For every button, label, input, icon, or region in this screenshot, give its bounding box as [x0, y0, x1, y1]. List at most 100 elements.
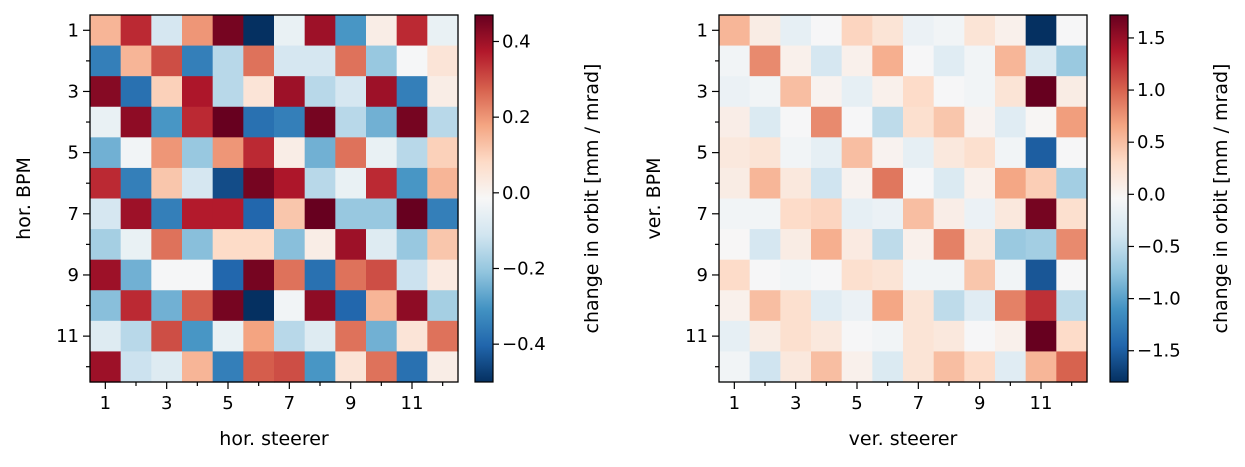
y-tick-label: 3 — [697, 81, 708, 102]
heatmap-cell — [811, 167, 843, 200]
y-axis-label: ver. BPM — [643, 158, 665, 240]
heatmap-cell — [933, 167, 965, 200]
heatmap-cell — [841, 167, 873, 200]
heatmap-cell — [811, 351, 843, 383]
heatmap-cell — [903, 137, 935, 169]
heatmap-cell — [964, 15, 996, 47]
heatmap-cell — [90, 45, 122, 77]
heatmap-cell — [903, 351, 935, 383]
heatmap-cell — [872, 320, 904, 353]
heatmap-cell — [396, 290, 428, 322]
heatmap-cell — [366, 137, 398, 169]
heatmap-cell — [366, 167, 398, 200]
heatmap-cell — [1056, 229, 1088, 261]
heatmap-cell — [304, 290, 336, 322]
heatmap-cell — [182, 106, 214, 138]
heatmap-cell — [212, 76, 244, 108]
heatmap-cell — [780, 15, 812, 47]
heatmap-cell — [212, 45, 244, 77]
heatmap-cell — [212, 259, 244, 291]
x-tick-label: 1 — [100, 393, 111, 414]
heatmap-cell — [120, 198, 152, 230]
heatmap-cell — [872, 137, 904, 169]
heatmap-cell — [304, 137, 336, 169]
heatmap-cell — [903, 15, 935, 47]
heatmap-cell — [366, 76, 398, 108]
heatmap-cell — [964, 198, 996, 230]
heatmap-cell — [335, 137, 367, 169]
x-tick-label: 9 — [974, 393, 985, 414]
heatmap-cell — [780, 45, 812, 77]
heatmap-cell — [304, 351, 336, 383]
heatmap-cell — [964, 167, 996, 200]
heatmap-cell — [1056, 45, 1088, 77]
heatmap-cell — [1056, 290, 1088, 322]
heatmap-cell — [366, 290, 398, 322]
heatmap-cell — [1025, 259, 1057, 291]
colorbar-tick-label: 0.4 — [502, 31, 531, 52]
heatmap-cell — [182, 167, 214, 200]
heatmap-cell — [903, 259, 935, 291]
heatmap-cell — [811, 76, 843, 108]
heatmap-cell — [811, 15, 843, 47]
heatmap-cell — [933, 229, 965, 261]
heatmap-cell — [335, 290, 367, 322]
heatmap-cell — [933, 106, 965, 138]
heatmap-cell — [903, 290, 935, 322]
heatmap-cell — [964, 351, 996, 383]
heatmap-cell — [933, 259, 965, 291]
heatmap-cell — [427, 76, 459, 108]
heatmap-cell — [182, 15, 214, 47]
x-tick-label: 3 — [161, 393, 172, 414]
heatmap-cell — [749, 106, 781, 138]
heatmap-cell — [995, 198, 1027, 230]
heatmap-cell — [427, 351, 459, 383]
heatmap-cell — [841, 290, 873, 322]
heatmap-cell — [151, 290, 183, 322]
heatmap-cell — [151, 45, 183, 77]
heatmap-cell — [212, 290, 244, 322]
heatmap-cell — [274, 290, 306, 322]
heatmap-cell — [995, 290, 1027, 322]
heatmap-cell — [719, 259, 751, 291]
y-tick-label: 9 — [68, 265, 79, 286]
heatmap-cell — [335, 229, 367, 261]
heatmap-cell — [427, 290, 459, 322]
y-tick-label: 5 — [68, 143, 79, 164]
x-tick-label: 5 — [222, 393, 233, 414]
colorbar-tick-label: −1.0 — [1137, 289, 1181, 310]
heatmap-cell — [274, 229, 306, 261]
heatmap-cell — [1025, 167, 1057, 200]
heatmap-cell — [933, 76, 965, 108]
heatmap-cell — [182, 320, 214, 353]
heatmap-cell — [366, 106, 398, 138]
colorbar-ticks: 1.5 1.0 0.5 0.0 −0.5 −1.0 −1.5 — [1128, 28, 1181, 362]
heatmap-cell — [151, 15, 183, 47]
heatmap-cell — [427, 15, 459, 47]
heatmap-cell — [872, 76, 904, 108]
colorbar-tick-label: 0.2 — [502, 107, 531, 128]
colorbar-tick-label: −0.4 — [502, 334, 546, 355]
heatmap-cell — [903, 320, 935, 353]
heatmap-cell — [995, 76, 1027, 108]
heatmap-cells — [719, 15, 1088, 383]
heatmap-cell — [182, 137, 214, 169]
heatmap-cell — [243, 198, 275, 230]
heatmap-cell — [995, 320, 1027, 353]
heatmap-cell — [841, 15, 873, 47]
heatmap-cell — [1056, 198, 1088, 230]
heatmap-cell — [933, 320, 965, 353]
heatmap-cell — [274, 106, 306, 138]
heatmap-cell — [396, 76, 428, 108]
heatmap-cell — [120, 259, 152, 291]
heatmap-cell — [719, 45, 751, 77]
heatmap-cell — [396, 106, 428, 138]
y-tick-label: 5 — [697, 143, 708, 164]
heatmap-cell — [872, 167, 904, 200]
y-tick-label: 1 — [697, 20, 708, 41]
heatmap-cell — [811, 290, 843, 322]
heatmap-cell — [274, 167, 306, 200]
heatmap-cell — [90, 351, 122, 383]
